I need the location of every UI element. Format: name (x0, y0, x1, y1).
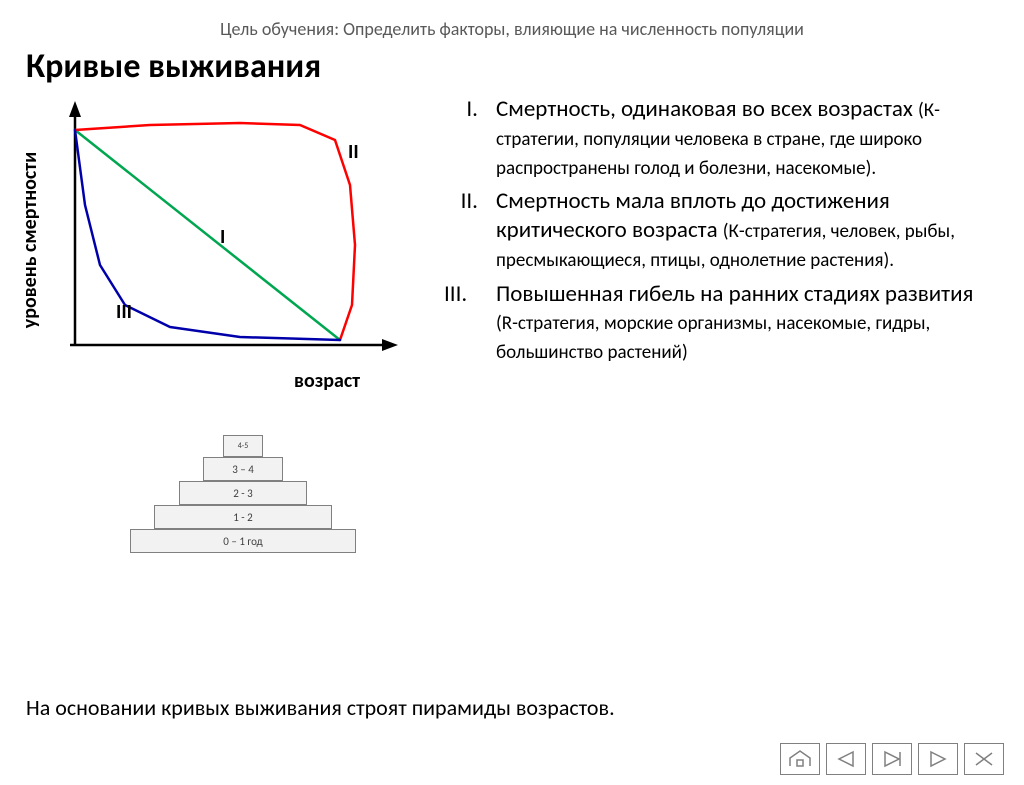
right-column: I.Смертность, одинаковая во всех возраст… (440, 95, 1000, 553)
content-row: уровень смертности возраст I II III 4-53… (0, 95, 1024, 553)
list-body: Смертность мала вплоть до достижения кри… (496, 187, 980, 273)
learning-goal: Цель обучения: Определить факторы, влияю… (0, 18, 1024, 40)
pyramid-step: 2 - 3 (179, 481, 307, 505)
nav-home-button[interactable] (780, 743, 820, 775)
pyramid-step: 1 - 2 (154, 505, 332, 529)
footer-note: На основании кривых выживания строят пир… (26, 694, 615, 721)
age-pyramid: 4-53 – 42 - 31 - 20 – 1 год (130, 435, 356, 553)
list-roman: II. (440, 187, 496, 273)
x-axis-label: возраст (294, 369, 360, 393)
prev-icon (833, 749, 859, 769)
close-icon (971, 749, 997, 769)
nav-close-button[interactable] (964, 743, 1004, 775)
play-icon (879, 749, 905, 769)
list-item: III.Повышенная гибель на ранних стадиях … (440, 280, 980, 366)
page-title: Кривые выживания (26, 46, 1024, 87)
y-axis-label: уровень смертности (18, 152, 42, 328)
nav-prev-button[interactable] (826, 743, 866, 775)
curve-label-II: II (348, 140, 359, 164)
pyramid-step: 4-5 (223, 435, 263, 457)
description-list: I.Смертность, одинаковая во всех возраст… (440, 95, 980, 366)
list-body: Смертность, одинаковая во всех возрастах… (496, 95, 980, 181)
list-roman: III. (440, 280, 496, 366)
curve-label-III: III (116, 300, 132, 324)
list-item: I.Смертность, одинаковая во всех возраст… (440, 95, 980, 181)
curve-label-I: I (220, 225, 225, 249)
pyramid-step: 0 – 1 год (130, 529, 356, 553)
list-roman: I. (440, 95, 496, 181)
next-icon (925, 749, 951, 769)
chart-svg (40, 95, 420, 385)
home-icon (787, 749, 813, 769)
list-body: Повышенная гибель на ранних стадиях разв… (496, 280, 980, 366)
list-item: II.Смертность мала вплоть до достижения … (440, 187, 980, 273)
nav-next-button[interactable] (918, 743, 958, 775)
survival-chart: уровень смертности возраст I II III (40, 95, 420, 385)
left-column: уровень смертности возраст I II III 4-53… (0, 95, 440, 553)
nav-play-button[interactable] (872, 743, 912, 775)
pyramid-step: 3 – 4 (203, 457, 283, 481)
nav-buttons (780, 743, 1004, 775)
